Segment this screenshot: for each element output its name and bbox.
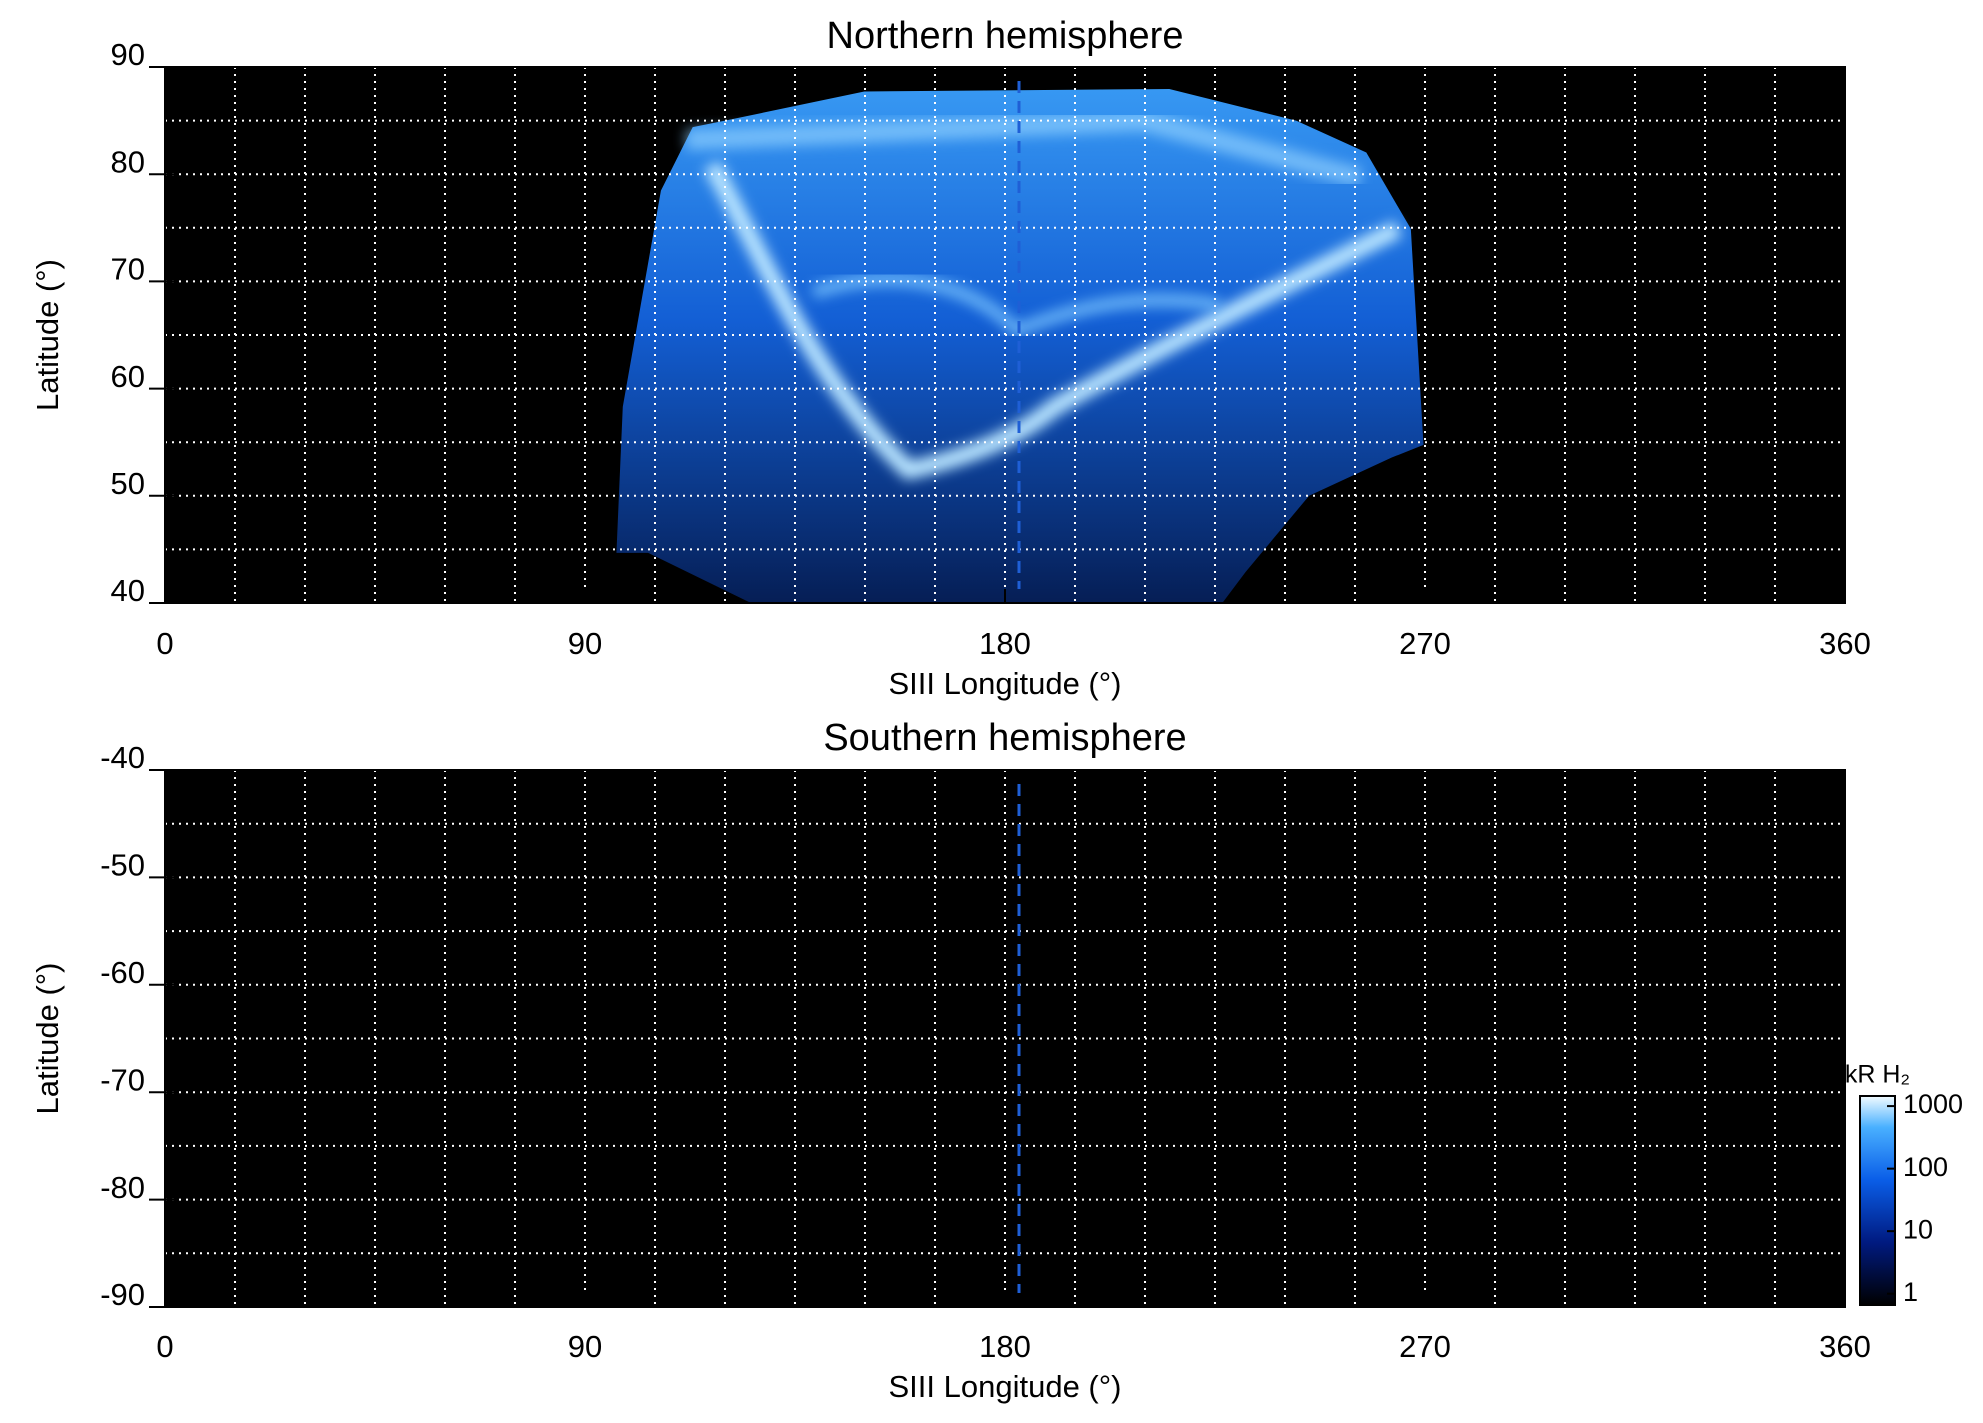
- x-tick-label: 180: [979, 1329, 1031, 1364]
- y-tick-label: 40: [111, 573, 145, 608]
- y-tick-label: 90: [111, 37, 145, 72]
- y-tick-label: -90: [100, 1277, 145, 1312]
- y-tick-label: 60: [111, 359, 145, 394]
- colorbar-tick-label: 1000: [1903, 1089, 1963, 1119]
- x-tick-label: 90: [568, 626, 602, 661]
- colorbar-tick-label: 1: [1903, 1277, 1918, 1307]
- y-tick-label: 50: [111, 466, 145, 501]
- colorbar: [1859, 1095, 1896, 1306]
- chart-title: Southern hemisphere: [823, 717, 1186, 759]
- y-tick-label: -40: [100, 740, 145, 775]
- x-tick-label: 0: [156, 1329, 173, 1364]
- x-axis-label: SIII Longitude (°): [889, 1369, 1122, 1404]
- x-tick-label: 0: [156, 626, 173, 661]
- y-tick-label: 70: [111, 252, 145, 287]
- x-tick-label: 360: [1819, 1329, 1871, 1364]
- y-tick-label: -80: [100, 1170, 145, 1205]
- y-axis-label: Latitude (°): [30, 259, 65, 411]
- colorbar-label: kR H₂: [1845, 1061, 1910, 1089]
- x-axis-label: SIII Longitude (°): [889, 666, 1122, 701]
- chart-title: Northern hemisphere: [827, 15, 1184, 57]
- colorbar-tick-label: 10: [1903, 1214, 1933, 1244]
- y-tick-label: -70: [100, 1062, 145, 1097]
- x-tick-label: 360: [1819, 626, 1871, 661]
- x-tick-label: 270: [1399, 626, 1451, 661]
- y-axis-label: Latitude (°): [30, 963, 65, 1115]
- y-tick-label: 80: [111, 144, 145, 179]
- y-tick-label: -50: [100, 848, 145, 883]
- x-tick-label: 180: [979, 626, 1031, 661]
- x-tick-label: 90: [568, 1329, 602, 1364]
- colorbar-tick-label: 100: [1903, 1152, 1948, 1182]
- x-tick-label: 270: [1399, 1329, 1451, 1364]
- y-tick-label: -60: [100, 955, 145, 990]
